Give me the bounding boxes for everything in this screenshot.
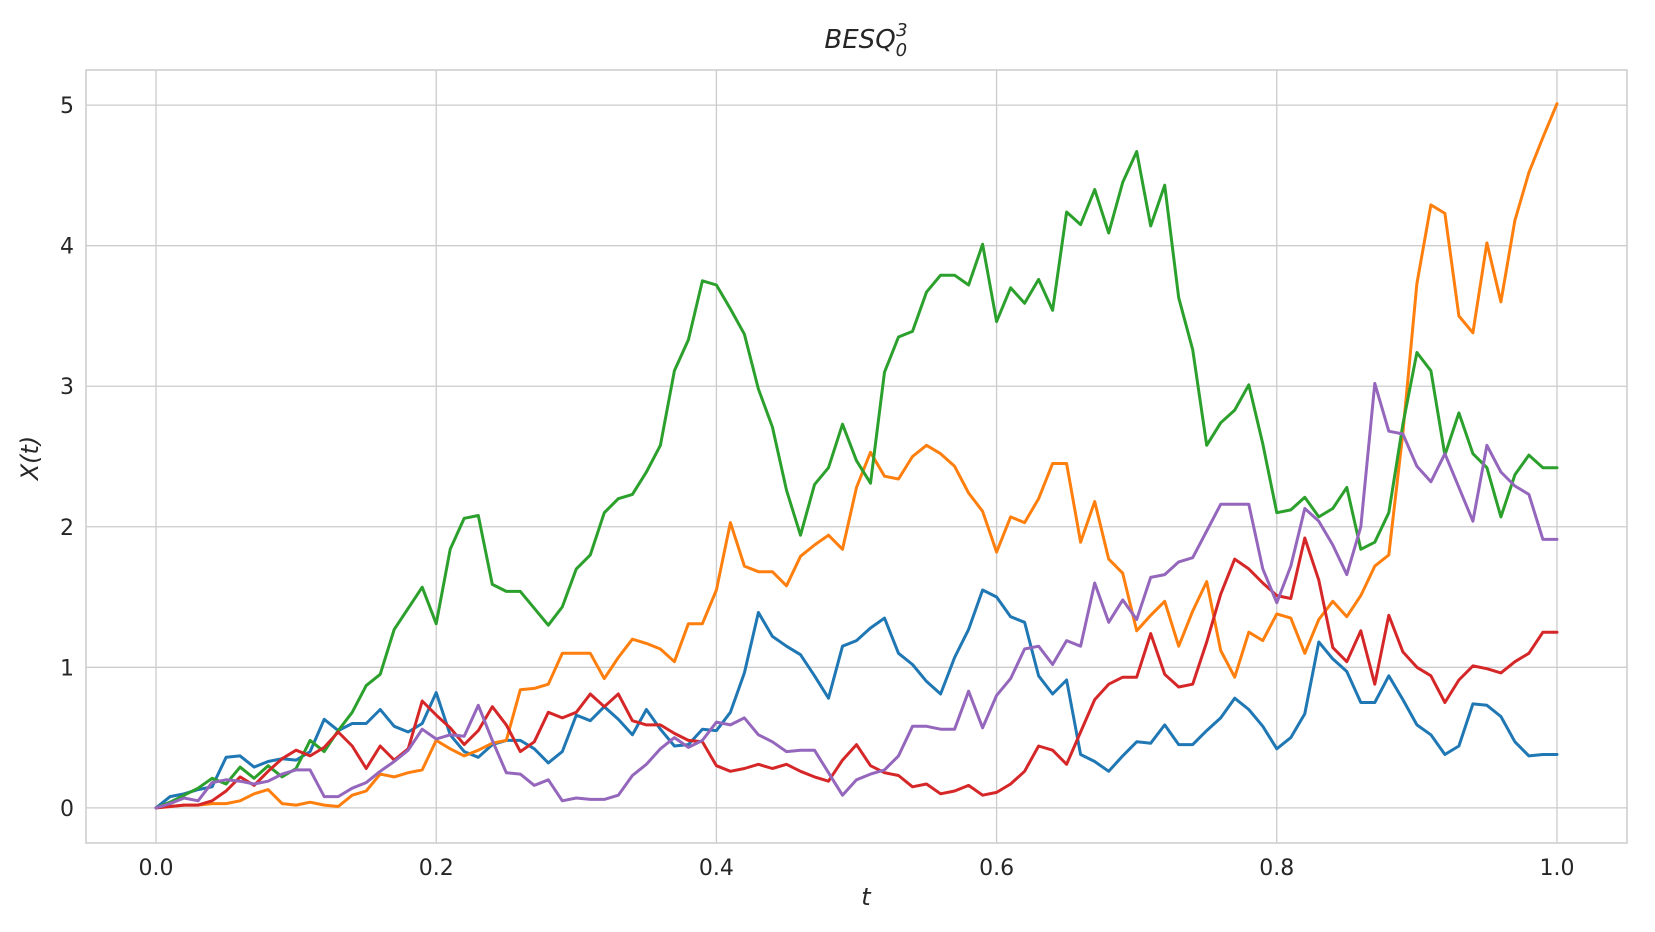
plot-frame [85, 69, 1628, 844]
series-line-3 [154, 150, 1559, 810]
x-tick-label: 1.0 [1539, 856, 1574, 881]
y-tick-label: 0 [60, 797, 74, 822]
y-tick-label: 1 [60, 656, 74, 681]
title-superscript: 3 [896, 20, 907, 41]
y-axis-title: X(t) [16, 436, 44, 483]
x-tick-label: 0.8 [1259, 856, 1294, 881]
y-tick-label: 2 [60, 516, 74, 541]
x-tick-label: 0.2 [419, 856, 454, 881]
series-line-5 [154, 381, 1559, 810]
gridlines [86, 70, 1627, 843]
series-lines [154, 102, 1559, 810]
series-line-4 [154, 536, 1559, 810]
tick-labels: 0.0 0.2 0.4 0.6 0.8 1.0 0 1 2 3 4 5 [60, 94, 1574, 881]
chart-title: BESQ03 [824, 20, 907, 61]
y-tick-label: 4 [60, 235, 74, 260]
y-tick-label: 3 [60, 375, 74, 400]
x-tick-label: 0.6 [979, 856, 1014, 881]
title-subscript: 0 [896, 40, 907, 61]
series-line-1 [154, 588, 1559, 810]
series-line-2 [154, 102, 1559, 810]
y-tick-label: 5 [60, 94, 74, 119]
x-tick-label: 0.0 [139, 856, 174, 881]
x-axis-title: t [861, 883, 872, 911]
x-tick-label: 0.4 [699, 856, 734, 881]
